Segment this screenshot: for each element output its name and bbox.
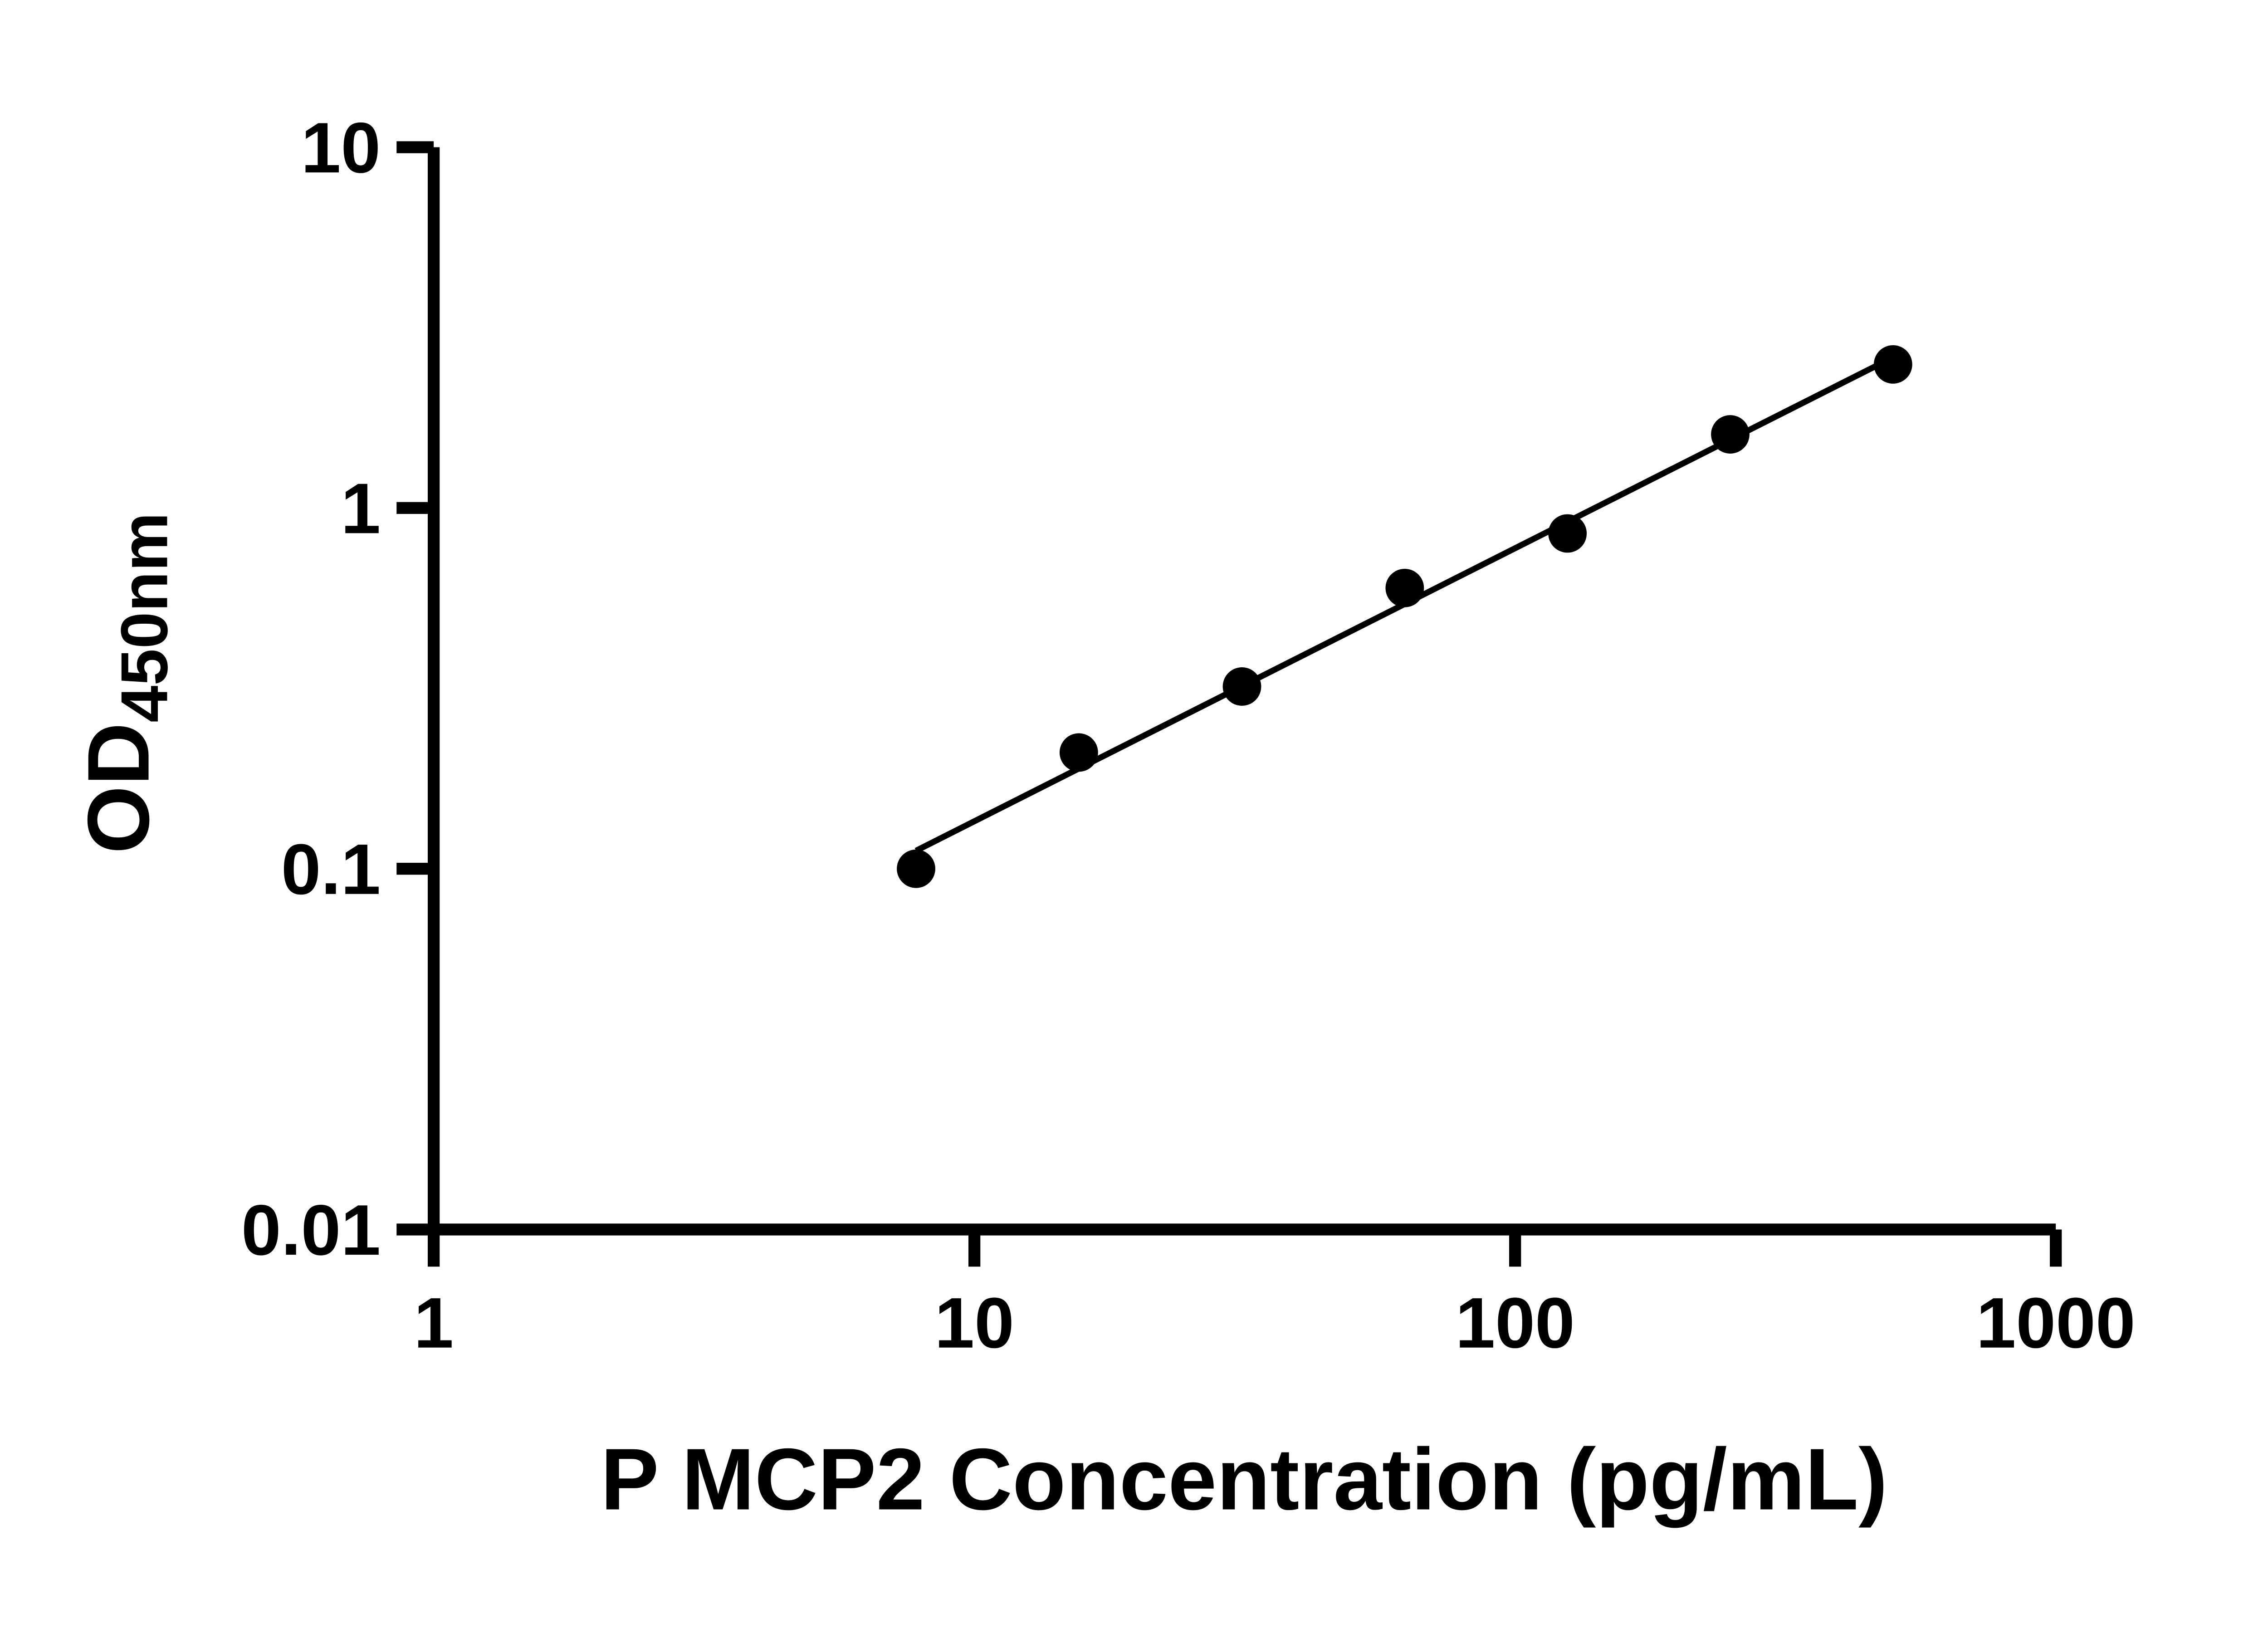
data-point [1222,667,1261,706]
data-point [1059,733,1098,772]
data-point [1873,345,1912,384]
data-point [1548,514,1587,553]
x-tick-label: 100 [1455,1283,1574,1363]
axes-frame [427,147,2056,1236]
y-axis-title-main: OD [69,723,167,854]
data-point [1385,568,1424,607]
generated-chart-layer: 0.01 0.1 1 10 1 10 100 1000 [241,108,2136,1363]
x-tick-label: 10 [934,1283,1014,1363]
y-tick-label: 0.01 [241,1190,381,1270]
y-tick-label: 10 [301,108,381,188]
generated-series-layer [897,345,1912,888]
elisa-standard-curve-figure: 0.01 0.1 1 10 1 10 100 1000 P MCP2 Concentratio… [69,108,2136,1528]
chart-canvas: 0.01 0.1 1 10 1 10 100 1000 P MCP2 Concentratio… [69,108,2136,1528]
y-axis-title: OD450nm [69,513,181,854]
y-tick-label: 1 [341,469,381,548]
data-point [1711,415,1750,454]
data-point [897,849,935,888]
y-tick-label: 0.1 [281,830,381,909]
x-tick-label: 1000 [1976,1283,2136,1363]
x-tick-label: 1 [414,1283,454,1363]
x-axis-title: P MCP2 Concentration (pg/mL) [601,1430,1887,1528]
y-axis-title-sub: 450nm [107,513,181,723]
